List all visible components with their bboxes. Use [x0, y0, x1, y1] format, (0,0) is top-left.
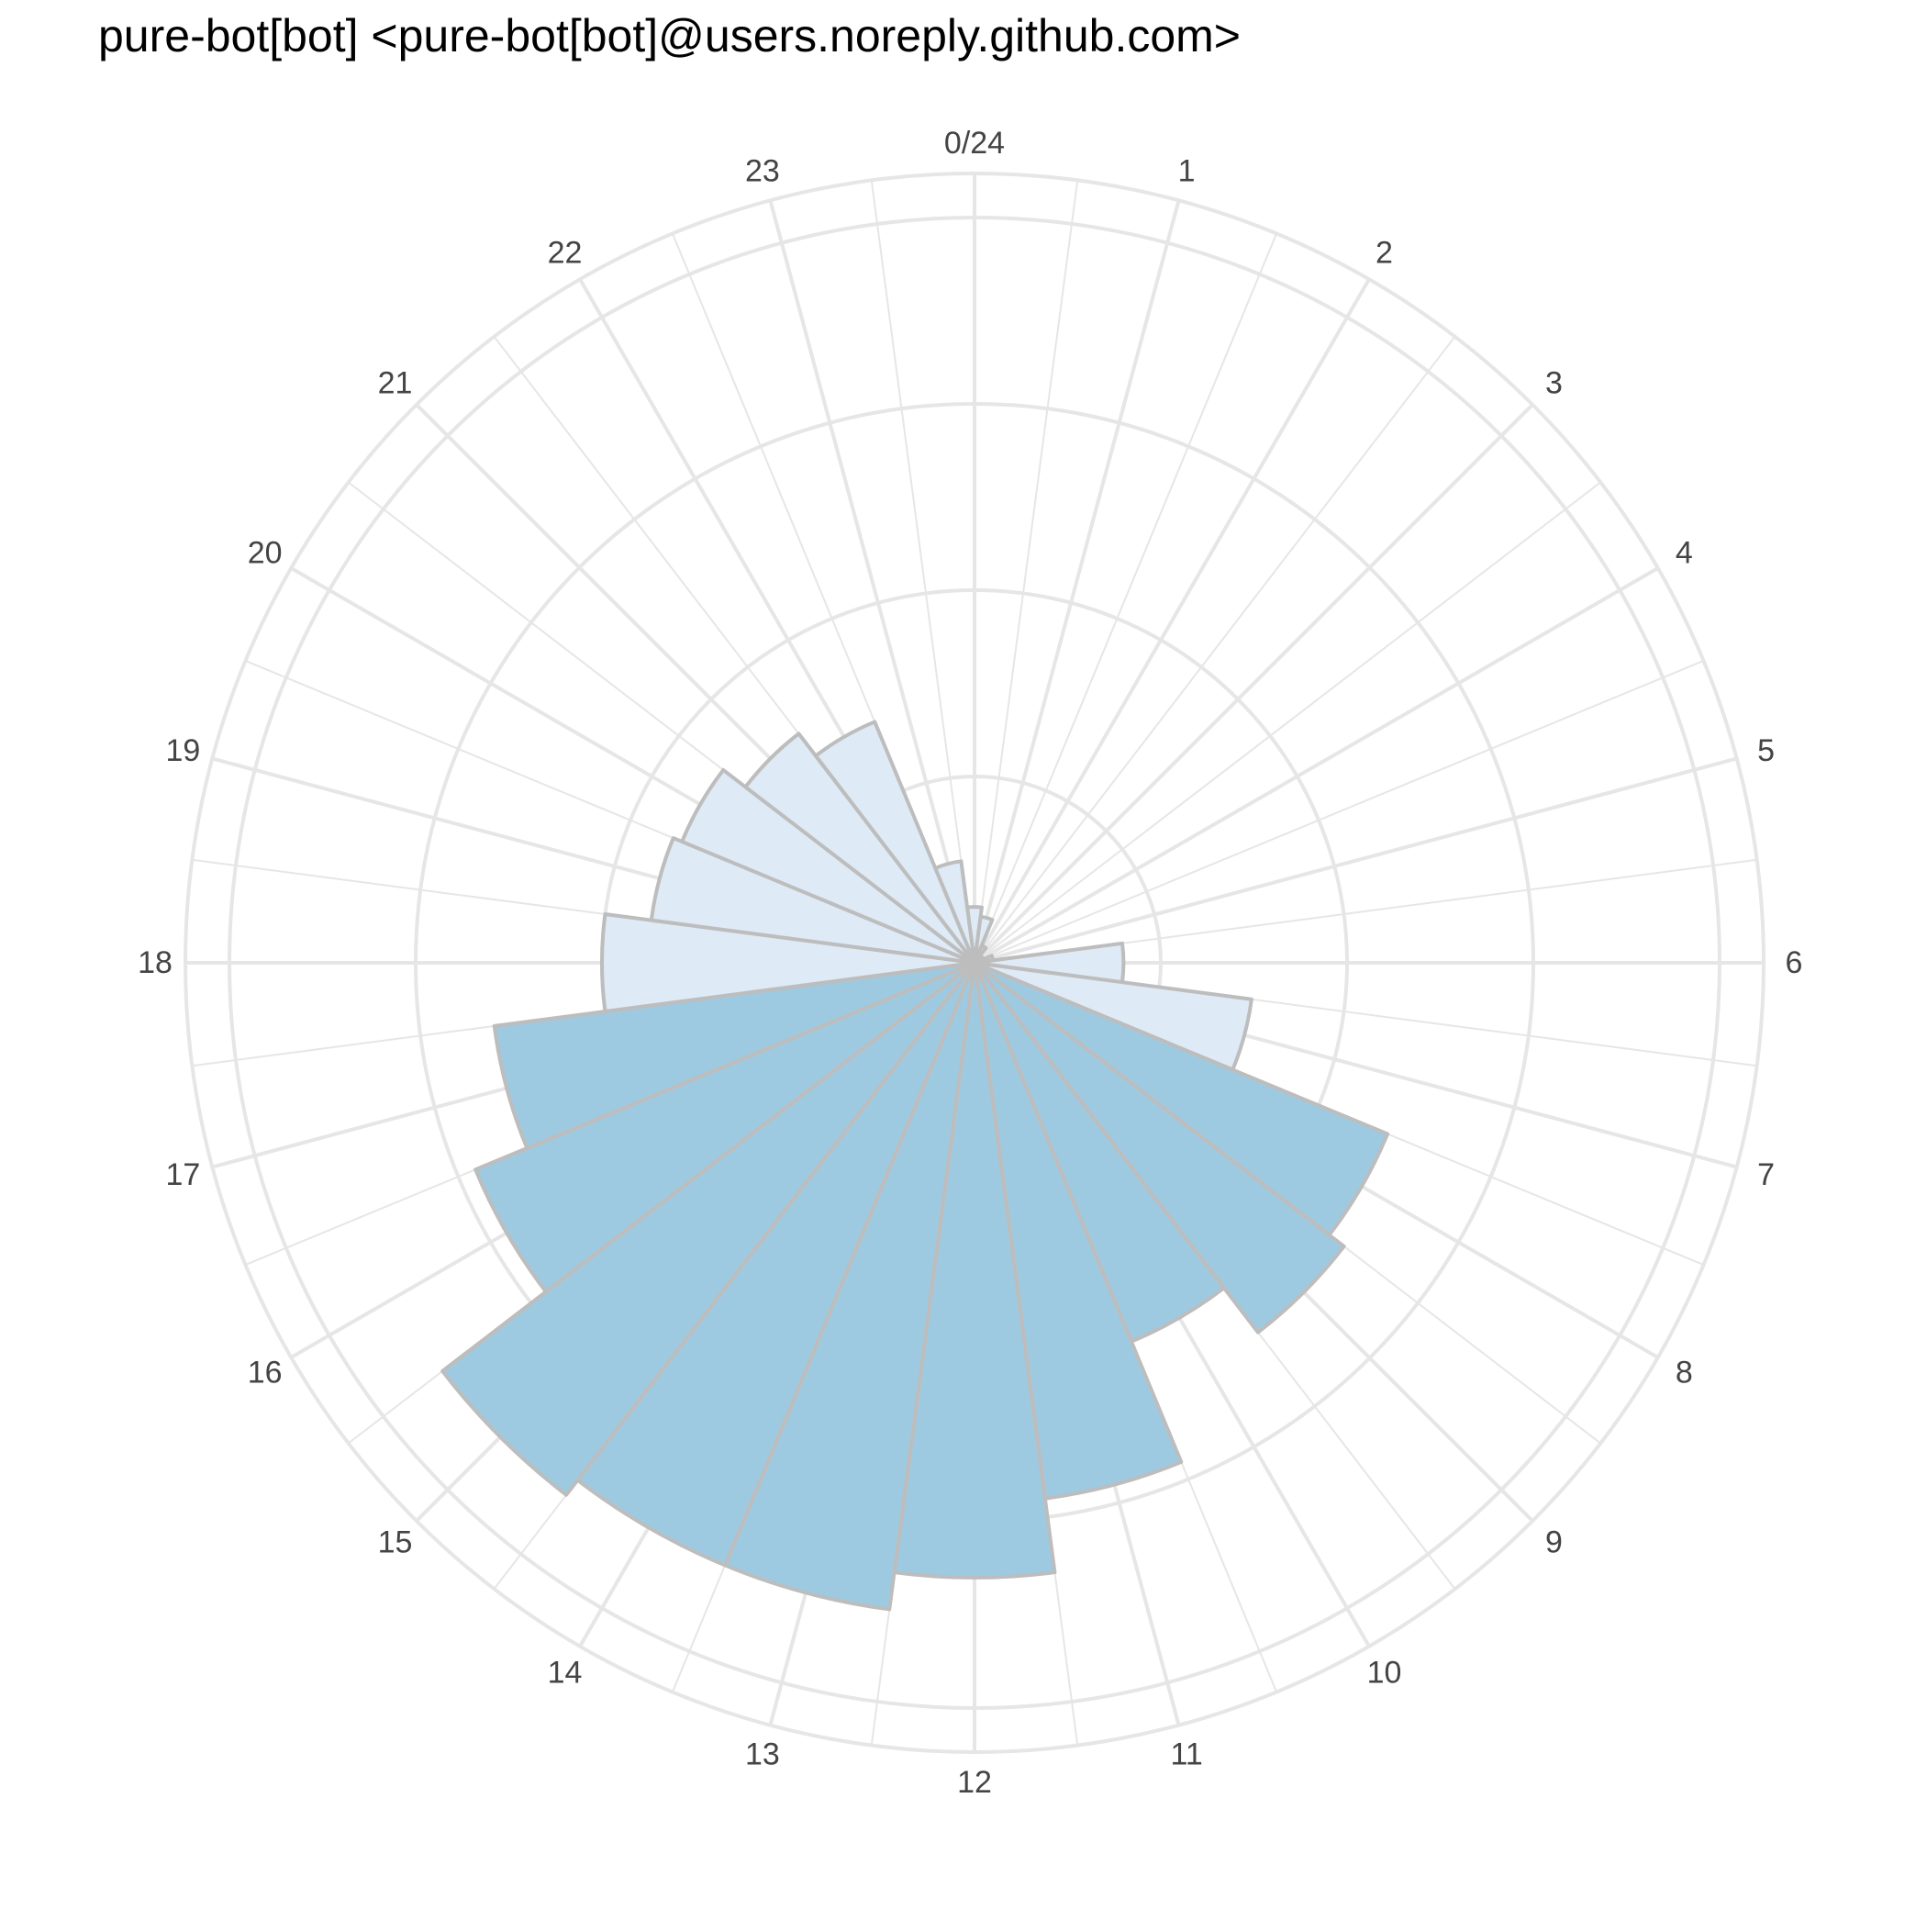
bar-hour-14 [575, 961, 976, 1568]
bar-hour-17 [492, 961, 976, 1150]
angular-gridline-minor [974, 180, 1079, 964]
angular-gridline-major [973, 278, 1371, 964]
angular-gridline-major [973, 199, 1181, 964]
angular-tick-label: 22 [548, 236, 583, 271]
bar-hour-20 [680, 767, 976, 965]
angular-tick-label: 3 [1545, 366, 1563, 401]
angular-gridline-major [974, 566, 1659, 965]
angular-tick-label: 5 [1757, 733, 1775, 768]
bar-hour-16 [473, 961, 976, 1294]
angular-gridline-major [973, 403, 1534, 965]
bar-hour-9 [973, 961, 1346, 1335]
angular-gridline-minor [974, 336, 1456, 964]
angular-tick-label: 13 [745, 1737, 780, 1772]
angular-tick-label: 12 [957, 1765, 992, 1800]
bar-hour-22 [813, 720, 976, 965]
angular-tick-label: 11 [1170, 1737, 1202, 1772]
bar-layer [440, 720, 1390, 1612]
angular-gridline-minor [974, 659, 1704, 964]
angular-tick-label: 8 [1676, 1356, 1693, 1390]
bar-hour-15 [440, 961, 976, 1497]
angular-tick-label: 23 [745, 153, 780, 188]
angular-tick-label: 4 [1676, 536, 1693, 571]
angular-tick-label: 6 [1786, 945, 1803, 980]
tick-label-layer: 0/24123456789101112131415161718192021222… [138, 126, 1802, 1800]
angular-gridline-minor [870, 180, 975, 964]
angular-tick-label: 16 [248, 1356, 283, 1390]
bar-hour-19 [649, 836, 976, 965]
angular-tick-label: 0/24 [944, 126, 1005, 161]
angular-tick-label: 17 [166, 1157, 201, 1192]
angular-gridline-major [974, 756, 1738, 965]
angular-tick-label: 9 [1545, 1524, 1563, 1559]
angular-gridline-major [768, 199, 976, 964]
angular-tick-label: 14 [548, 1655, 583, 1690]
bar-hour-12 [892, 961, 1057, 1580]
bar-hour-13 [723, 961, 976, 1612]
chart-title: pure-bot[bot] <pure-bot[bot]@users.norep… [98, 10, 1241, 61]
angular-tick-label: 20 [248, 536, 283, 571]
bar-hour-23 [933, 859, 976, 965]
angular-tick-label: 15 [378, 1524, 413, 1559]
angular-tick-label: 7 [1757, 1157, 1775, 1192]
angular-gridline-minor [974, 481, 1601, 964]
angular-tick-label: 2 [1376, 236, 1393, 271]
bar-hour-18 [600, 912, 976, 1013]
angular-tick-label: 18 [138, 945, 173, 980]
angular-tick-label: 21 [378, 366, 413, 401]
angular-gridline-minor [974, 233, 1278, 964]
angular-tick-label: 19 [166, 733, 201, 768]
angular-tick-label: 1 [1178, 153, 1196, 188]
angular-tick-label: 10 [1367, 1655, 1402, 1690]
bar-hour-21 [743, 731, 976, 965]
